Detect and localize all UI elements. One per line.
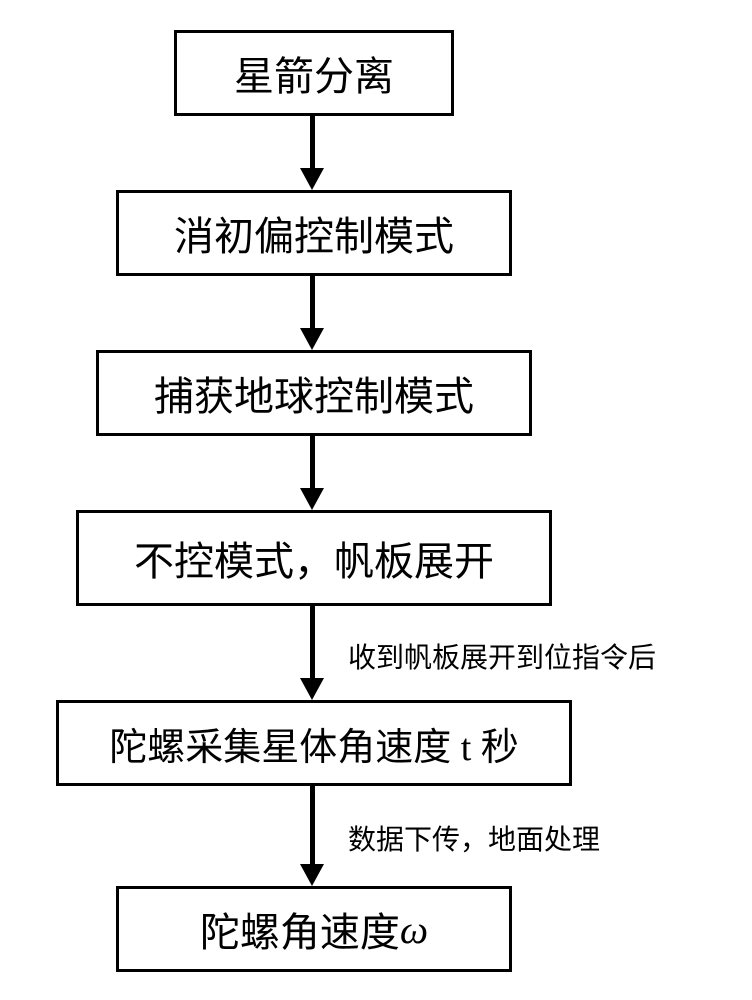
node-separation: 星箭分离 (174, 30, 454, 116)
edge-5-label: 数据下传，地面处理 (348, 818, 600, 858)
edge-2-head (300, 328, 324, 350)
node-debias-mode: 消初偏控制模式 (116, 190, 512, 276)
edge-1-line (310, 116, 315, 168)
edge-1-head (300, 168, 324, 190)
edge-2-line (310, 276, 315, 328)
node-gyro-rate: 陀螺角速度ω (116, 886, 512, 972)
edge-4-line (310, 606, 315, 678)
edge-4-head (300, 678, 324, 700)
flowchart-container: 星箭分离 消初偏控制模式 捕获地球控制模式 不控模式，帆板展开 陀螺采集星体角速… (0, 0, 752, 1000)
edge-3-line (310, 436, 315, 488)
node-earth-capture: 捕获地球控制模式 (96, 350, 532, 436)
node-uncontrolled: 不控模式，帆板展开 (76, 510, 552, 606)
edge-5-line (310, 786, 315, 864)
edge-4-label: 收到帆板展开到位指令后 (348, 636, 656, 676)
edge-3-head (300, 488, 324, 510)
edge-5-head (300, 864, 324, 886)
node-gyro-sample: 陀螺采集星体角速度 t 秒 (56, 700, 572, 786)
